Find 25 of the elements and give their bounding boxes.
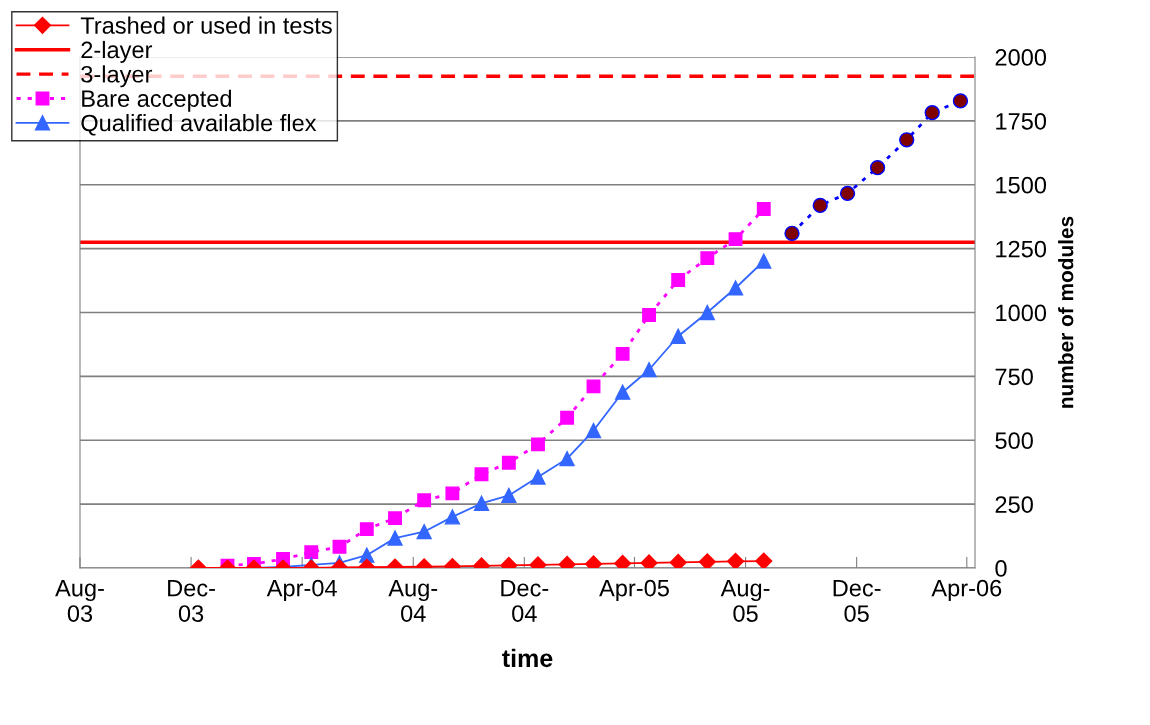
- y-tick-label: 1000: [996, 304, 1047, 322]
- y-tick-label: 2000: [995, 49, 1047, 66]
- x-tick-label: Dec- 05: [833, 579, 881, 622]
- y-tick-label: 500: [995, 432, 1033, 450]
- x-axis-title: time: [502, 648, 553, 668]
- legend-label: Qualified available flex: [81, 114, 317, 136]
- y-tick-label: 750: [995, 368, 1033, 386]
- y-tick-label: 0: [995, 560, 1007, 577]
- x-tick-label: Aug- 04: [388, 579, 438, 622]
- x-tick-label: Apr-06: [931, 579, 1002, 602]
- legend-label: 2-layer: [81, 40, 153, 63]
- y-axis-title: number of modules: [1058, 216, 1074, 408]
- ref-line-label: 3-layer: [81, 65, 153, 88]
- y-tick-label: 1500: [996, 176, 1047, 194]
- y-tick-label: 1250: [996, 240, 1047, 258]
- x-tick-label: Apr-04: [266, 579, 337, 602]
- x-tick-label: Aug- 05: [720, 579, 770, 622]
- x-tick-label: Apr-05: [599, 579, 669, 602]
- legend-label: Trashed or used in tests: [80, 16, 332, 34]
- x-tick-label: Dec- 04: [501, 579, 549, 622]
- legend-label: Bare accepted: [82, 89, 232, 112]
- y-tick-label: 1750: [996, 112, 1047, 130]
- y-tick-label: 250: [995, 496, 1033, 513]
- x-tick-label: Aug- 03: [55, 579, 104, 622]
- x-tick-label: Dec- 03: [168, 579, 215, 622]
